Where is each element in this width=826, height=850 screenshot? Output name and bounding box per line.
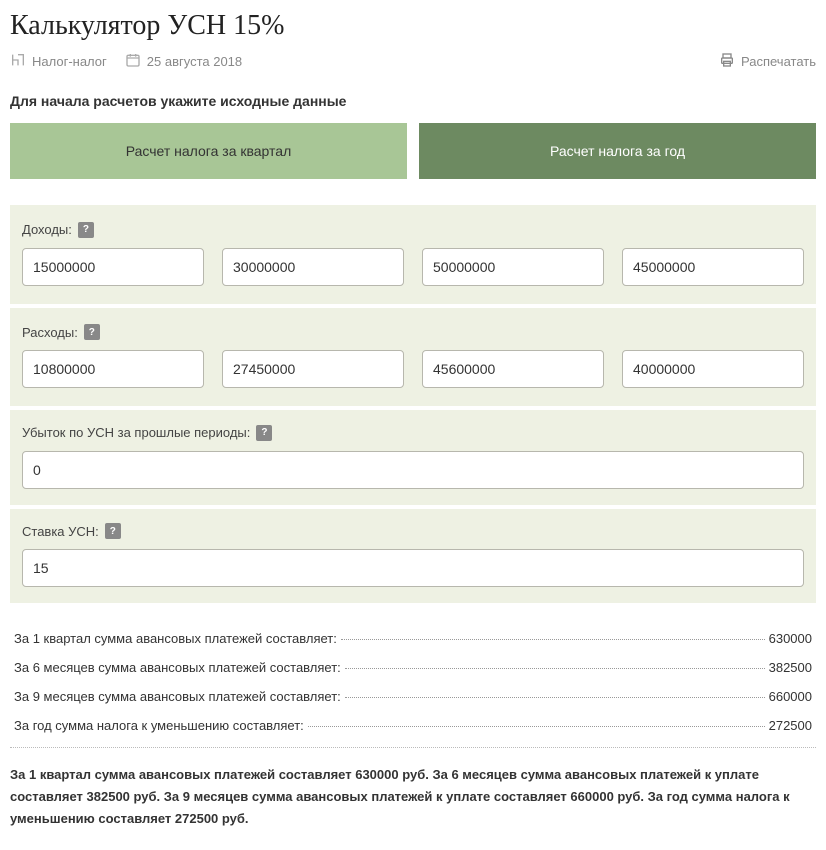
income-input-q3[interactable] <box>422 248 604 286</box>
help-icon[interactable]: ? <box>78 222 94 238</box>
expense-block: Расходы: ? <box>10 308 816 407</box>
expense-label: Расходы: <box>22 325 78 340</box>
result-label: За 6 месяцев сумма авансовых платежей со… <box>14 660 341 675</box>
result-label: За 1 квартал сумма авансовых платежей со… <box>14 631 337 646</box>
income-block: Доходы: ? <box>10 205 816 304</box>
date-label: 25 августа 2018 <box>147 54 242 69</box>
expense-input-q1[interactable] <box>22 350 204 388</box>
rate-label: Ставка УСН: <box>22 524 99 539</box>
income-input-q2[interactable] <box>222 248 404 286</box>
print-button[interactable]: Распечатать <box>719 52 816 71</box>
result-label: За год сумма налога к уменьшению составл… <box>14 718 304 733</box>
result-line: За 1 квартал сумма авансовых платежей со… <box>14 631 812 646</box>
source-meta: Налог-налог <box>10 52 107 71</box>
source-icon <box>10 52 26 71</box>
rate-block: Ставка УСН: ? <box>10 509 816 604</box>
loss-input[interactable] <box>22 451 804 489</box>
help-icon[interactable]: ? <box>84 324 100 340</box>
divider <box>10 747 816 748</box>
rate-input[interactable] <box>22 549 804 587</box>
tab-year[interactable]: Расчет налога за год <box>419 123 816 179</box>
income-input-q1[interactable] <box>22 248 204 286</box>
result-value: 630000 <box>769 631 812 646</box>
help-icon[interactable]: ? <box>105 523 121 539</box>
result-label: За 9 месяцев сумма авансовых платежей со… <box>14 689 341 704</box>
expense-input-q4[interactable] <box>622 350 804 388</box>
tabs: Расчет налога за квартал Расчет налога з… <box>10 123 816 179</box>
print-icon <box>719 52 735 71</box>
result-line: За 9 месяцев сумма авансовых платежей со… <box>14 689 812 704</box>
result-value: 382500 <box>769 660 812 675</box>
date-meta: 25 августа 2018 <box>125 52 242 71</box>
expense-input-q2[interactable] <box>222 350 404 388</box>
result-line: За год сумма налога к уменьшению составл… <box>14 718 812 733</box>
help-icon[interactable]: ? <box>256 425 272 441</box>
expense-input-q3[interactable] <box>422 350 604 388</box>
meta-row: Налог-налог 25 августа 2018 Распечатать <box>10 52 816 71</box>
loss-label: Убыток по УСН за прошлые периоды: <box>22 425 250 440</box>
print-label: Распечатать <box>741 54 816 69</box>
result-line: За 6 месяцев сумма авансовых платежей со… <box>14 660 812 675</box>
summary-text: За 1 квартал сумма авансовых платежей со… <box>10 764 816 830</box>
page-title: Калькулятор УСН 15% <box>10 10 816 42</box>
results-block: За 1 квартал сумма авансовых платежей со… <box>10 607 816 733</box>
source-label: Налог-налог <box>32 54 107 69</box>
income-input-q4[interactable] <box>622 248 804 286</box>
result-value: 272500 <box>769 718 812 733</box>
instruction-text: Для начала расчетов укажите исходные дан… <box>10 93 816 109</box>
result-value: 660000 <box>769 689 812 704</box>
tab-quarter[interactable]: Расчет налога за квартал <box>10 123 407 179</box>
loss-block: Убыток по УСН за прошлые периоды: ? <box>10 410 816 505</box>
income-label: Доходы: <box>22 222 72 237</box>
calendar-icon <box>125 52 141 71</box>
